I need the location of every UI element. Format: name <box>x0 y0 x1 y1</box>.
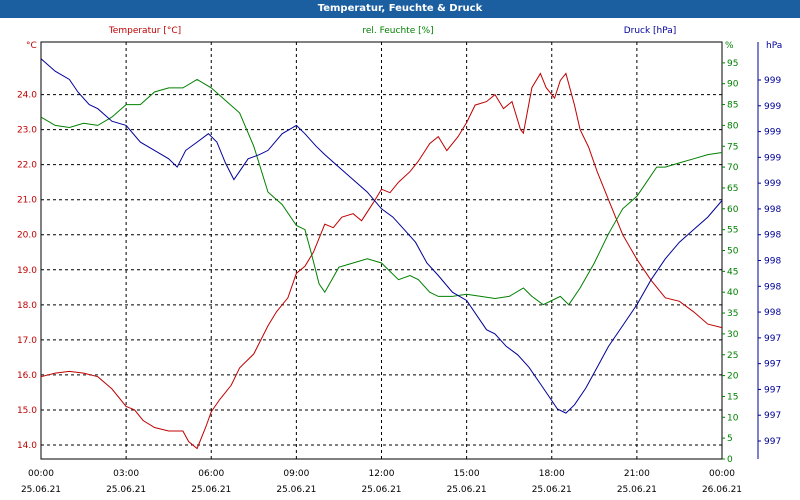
humidity-tick-label: 85 <box>727 101 738 111</box>
x-tick-time: 00:00 <box>28 469 54 479</box>
x-tick-date: 25.06.21 <box>276 485 316 495</box>
pressure-tick-label: 999 <box>764 102 781 112</box>
series-lines <box>40 58 723 450</box>
humidity-tick-label: 50 <box>727 247 739 257</box>
pressure-tick-label: 999 <box>764 179 781 189</box>
pressure-tick-label: 997 <box>764 411 781 421</box>
x-tick-date: 25.06.21 <box>361 485 401 495</box>
x-tick-date: 25.06.21 <box>617 485 657 495</box>
x-tick-time: 00:00 <box>709 469 735 479</box>
humidity-tick-label: 40 <box>727 288 739 298</box>
pressure-tick-label: 999 <box>764 153 781 163</box>
humidity-axis-title: rel. Feuchte [%] <box>362 26 433 36</box>
humidity-tick-label: 60 <box>727 205 739 215</box>
x-tick-time: 18:00 <box>539 469 565 479</box>
pressure-tick-label: 997 <box>764 360 781 370</box>
humidity-tick-label: 30 <box>727 330 739 340</box>
pressure-tick-label: 999 <box>764 76 781 86</box>
temperature-axis-title: Temperatur [°C] <box>108 26 181 36</box>
humidity-tick-label: 0 <box>727 455 733 465</box>
temperature-unit-label: °C <box>26 41 37 51</box>
humidity-tick-label: 5 <box>727 434 733 444</box>
x-tick-date: 25.06.21 <box>532 485 572 495</box>
temperature-tick-label: 23.0 <box>17 126 37 136</box>
x-tick-date: 25.06.21 <box>191 485 231 495</box>
humidity-tick-label: 70 <box>727 163 739 173</box>
temperature-tick-label: 18.0 <box>17 301 37 311</box>
humidity-tick-label: 95 <box>727 59 738 69</box>
humidity-tick-label: 90 <box>727 80 739 90</box>
x-tick-date: 25.06.21 <box>106 485 146 495</box>
humidity-tick-label: 15 <box>727 392 738 402</box>
humidity-tick-label: 75 <box>727 142 738 152</box>
series-line-humidity <box>40 78 723 306</box>
temperature-tick-label: 20.0 <box>17 231 37 241</box>
humidity-tick-label: 10 <box>727 413 739 423</box>
temperature-tick-label: 16.0 <box>17 371 37 381</box>
temperature-tick-label: 14.0 <box>17 441 37 451</box>
temperature-tick-label: 21.0 <box>17 196 37 206</box>
x-tick-time: 09:00 <box>283 469 309 479</box>
humidity-tick-label: 45 <box>727 267 738 277</box>
pressure-tick-label: 999 <box>764 128 781 138</box>
pressure-tick-label: 997 <box>764 385 781 395</box>
humidity-unit-label: % <box>725 41 734 51</box>
pressure-tick-label: 997 <box>764 334 781 344</box>
humidity-tick-label: 20 <box>727 372 739 382</box>
x-tick-date: 26.06.21 <box>702 485 742 495</box>
temperature-tick-label: 24.0 <box>17 91 37 101</box>
x-tick-time: 15:00 <box>454 469 480 479</box>
window-title: Temperatur, Feuchte & Druck <box>0 0 800 18</box>
humidity-tick-label: 80 <box>727 121 739 131</box>
pressure-tick-label: 998 <box>764 257 781 267</box>
series-line-temperature <box>40 72 723 450</box>
pressure-tick-label: 997 <box>764 437 781 447</box>
x-tick-time: 12:00 <box>369 469 395 479</box>
grid <box>40 41 723 460</box>
humidity-tick-label: 65 <box>727 184 738 194</box>
pressure-axis-title: Druck [hPa] <box>624 26 677 36</box>
pressure-unit-label: hPa <box>766 41 782 51</box>
humidity-tick-label: 55 <box>727 226 738 236</box>
pressure-tick-label: 998 <box>764 205 781 215</box>
series-line-pressure <box>40 58 723 414</box>
humidity-tick-label: 25 <box>727 351 738 361</box>
temperature-tick-label: 19.0 <box>17 266 37 276</box>
x-tick-time: 03:00 <box>113 469 139 479</box>
pressure-tick-label: 998 <box>764 308 781 318</box>
pressure-tick-label: 998 <box>764 282 781 292</box>
temperature-tick-label: 17.0 <box>17 336 37 346</box>
temperature-tick-label: 22.0 <box>17 161 37 171</box>
x-tick-time: 21:00 <box>624 469 650 479</box>
axis-ticks: 00:00 25.06.21 03:00 25.06.21 06:00 25.06.21 0… <box>17 42 781 495</box>
x-tick-date: 25.06.21 <box>447 485 487 495</box>
x-tick-time: 06:00 <box>198 469 224 479</box>
humidity-tick-label: 35 <box>727 309 738 319</box>
pressure-tick-label: 998 <box>764 231 781 241</box>
temperature-tick-label: 15.0 <box>17 406 37 416</box>
x-tick-date: 25.06.21 <box>21 485 61 495</box>
